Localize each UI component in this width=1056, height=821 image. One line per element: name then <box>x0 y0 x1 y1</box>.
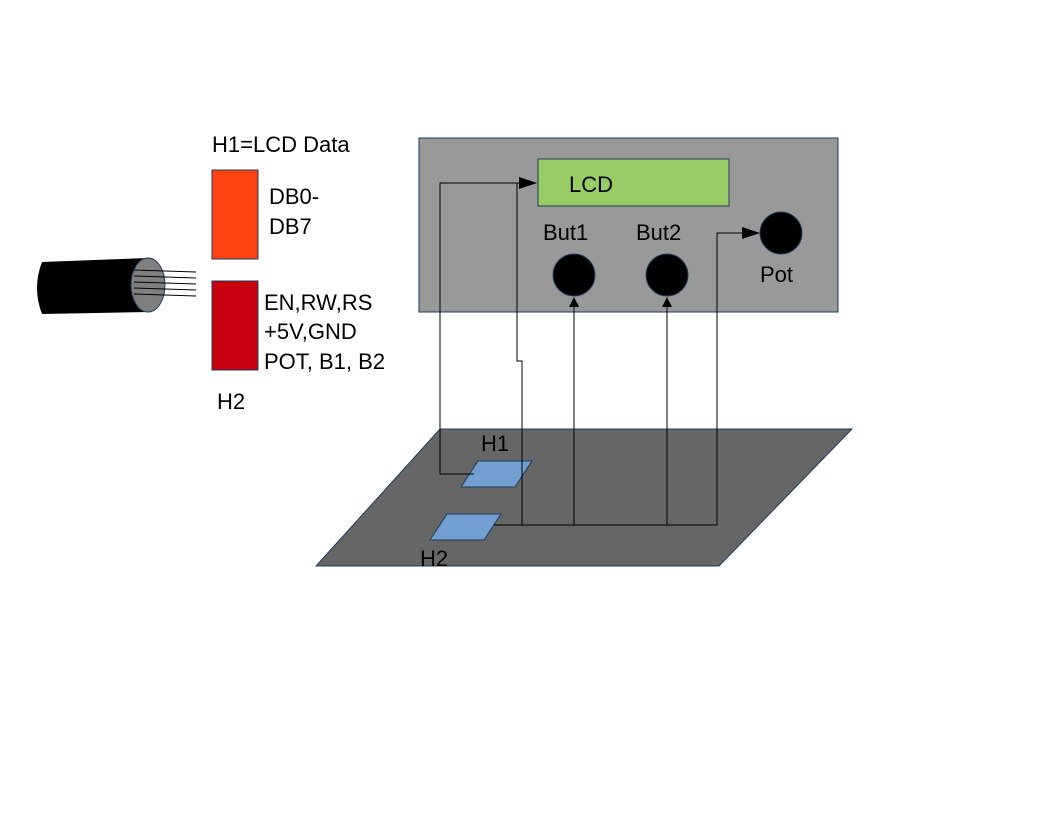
pot-label: Pot <box>760 262 793 287</box>
h2-desc-line3: POT, B1, B2 <box>264 349 385 374</box>
h2-header-block <box>211 280 259 371</box>
lcd-label: LCD <box>569 172 613 197</box>
wire-h1-to-lcd <box>439 177 537 475</box>
h2-desc-line2: +5V,GND <box>264 319 357 344</box>
potentiometer <box>759 211 803 255</box>
wires <box>439 177 760 526</box>
wire-h2-bus <box>494 183 523 526</box>
but1-label: But1 <box>543 220 588 245</box>
ribbon-cable-icon <box>37 257 197 314</box>
board-h2-label: H2 <box>420 546 448 571</box>
button-2 <box>645 253 689 297</box>
legend-title: H1=LCD Data <box>212 132 350 157</box>
h1-header-block <box>211 169 259 260</box>
h1-desc-line1: DB0- <box>269 184 319 209</box>
board-h1-label: H1 <box>481 431 509 456</box>
wire-h2-to-pot <box>716 227 760 525</box>
circuit-board <box>314 428 854 567</box>
h1-desc-line2: DB7 <box>269 214 312 239</box>
h2-desc-line1: EN,RW,RS <box>264 290 372 315</box>
button-1 <box>552 253 596 297</box>
h2-header-pad <box>429 513 502 541</box>
lcd-display <box>537 158 730 207</box>
but2-label: But2 <box>636 220 681 245</box>
h2-block-label: H2 <box>217 389 245 414</box>
h1-header-pad <box>460 460 533 488</box>
